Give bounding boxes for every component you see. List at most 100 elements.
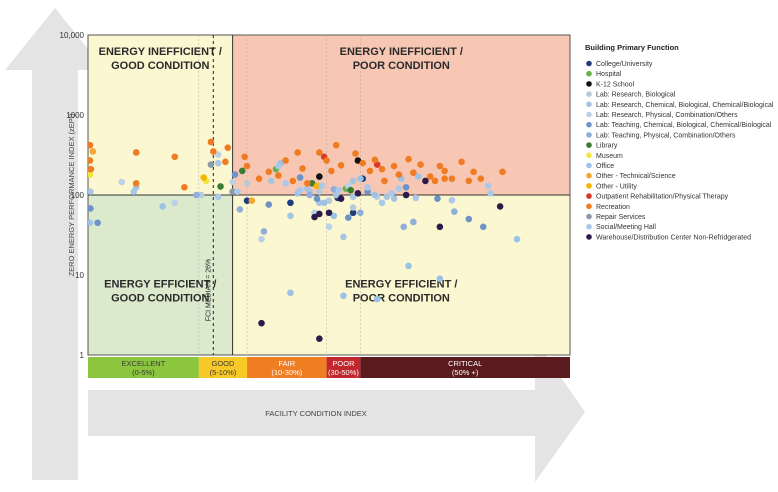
legend-entry-label: Lab: Teaching, Chemical, Biological, Che…	[596, 122, 772, 129]
legend-swatch	[586, 121, 592, 128]
data-point	[88, 165, 95, 173]
data-point	[306, 191, 314, 199]
data-point	[181, 183, 188, 191]
y-tick-label: 10,000	[60, 31, 85, 40]
data-point	[299, 165, 306, 172]
data-point	[487, 190, 494, 197]
data-point	[410, 169, 417, 176]
data-point	[316, 188, 323, 195]
data-point	[275, 162, 282, 170]
fci-band-range: (10-30%)	[271, 368, 302, 377]
data-point	[132, 149, 140, 156]
data-point	[451, 208, 458, 215]
data-point	[378, 199, 386, 207]
data-point	[325, 209, 333, 217]
data-point	[316, 173, 323, 180]
data-point	[390, 162, 398, 170]
data-point	[132, 180, 140, 187]
data-point	[434, 195, 441, 202]
data-point	[248, 197, 256, 204]
legend-entry-label: Lab: Teaching, Physical, Combination/Oth…	[596, 132, 736, 139]
data-point	[287, 199, 294, 207]
data-point	[88, 219, 94, 227]
data-point	[210, 148, 217, 155]
data-point	[344, 214, 352, 222]
data-point	[316, 149, 323, 156]
data-point	[243, 162, 251, 170]
data-point	[171, 199, 179, 207]
legend-swatch	[586, 101, 592, 108]
legend-swatch	[586, 193, 592, 199]
data-point	[340, 292, 347, 300]
quadrant-label-line2: GOOD CONDITION	[111, 60, 209, 72]
data-point	[359, 159, 367, 167]
data-points	[88, 138, 521, 342]
legend-swatch	[586, 142, 592, 148]
data-point	[378, 165, 386, 173]
data-point	[417, 161, 424, 168]
quadrant-4	[232, 195, 570, 355]
data-point	[88, 141, 94, 149]
data-point	[207, 138, 215, 146]
data-point	[349, 204, 357, 211]
data-point	[402, 183, 410, 191]
quadrant-2	[232, 35, 570, 195]
legend-title: Building Primary Function	[585, 43, 679, 52]
fci-band-range: (0-5%)	[132, 368, 155, 377]
data-point	[229, 178, 236, 186]
data-point	[243, 180, 251, 187]
legend-entry-label: Office	[596, 163, 614, 170]
data-point	[94, 219, 101, 227]
data-point	[395, 171, 403, 178]
data-point	[426, 173, 434, 180]
legend-entry-label: Repair Services	[596, 214, 646, 221]
quadrant-1	[88, 35, 233, 195]
data-point	[405, 262, 412, 270]
data-point	[465, 177, 473, 185]
legend-entry-label: Other - Technical/Science	[596, 173, 676, 180]
data-point	[236, 206, 244, 213]
quadrant-label-line1: ENERGY EFFICIENT /	[104, 278, 216, 290]
legend-entry-label: Outpatient Rehabilitation/Physical Thera…	[596, 194, 729, 201]
data-point	[222, 158, 229, 166]
legend-entry-label: K-12 School	[596, 81, 635, 88]
data-point	[366, 167, 374, 175]
data-point	[383, 193, 391, 201]
data-point	[320, 199, 328, 207]
data-point	[340, 233, 347, 241]
data-point	[337, 195, 345, 202]
legend-entry-label: Library	[596, 143, 618, 150]
data-point	[431, 177, 439, 185]
data-point	[477, 175, 485, 182]
data-point	[465, 215, 473, 223]
data-point	[441, 167, 448, 175]
fci-band	[198, 357, 248, 378]
data-point	[448, 196, 456, 204]
legend-swatch	[586, 132, 592, 138]
data-point	[265, 201, 273, 208]
data-point	[402, 191, 410, 199]
data-point	[436, 275, 444, 282]
y-tick-label: 100	[71, 191, 85, 200]
fci-band-name: FAIR	[278, 359, 295, 368]
legend: Building Primary Function College/Univers…	[585, 43, 774, 241]
data-point	[214, 193, 222, 201]
data-point	[207, 161, 215, 168]
legend-swatch	[586, 203, 592, 210]
quadrant-label-line1: ENERGY EFFICIENT /	[345, 278, 457, 290]
horizontal-arrow	[88, 340, 585, 482]
data-point	[337, 162, 345, 169]
fci-band	[88, 357, 199, 378]
y-tick-label: 10	[75, 271, 84, 280]
data-point	[89, 148, 97, 155]
data-point	[349, 209, 357, 217]
legend-entry-label: Recreation	[596, 204, 630, 211]
fci-band-name: EXCELLENT	[122, 359, 166, 368]
quadrant-label-line1: ENERGY INEFFICIENT /	[99, 46, 222, 58]
data-point	[159, 203, 167, 210]
legend-entry-label: College/University	[596, 61, 653, 68]
data-point	[484, 182, 492, 190]
data-point	[265, 168, 273, 176]
data-point	[193, 191, 200, 199]
legend-entry-label: Warehouse/Distribution Center Non-Refrid…	[596, 234, 751, 241]
